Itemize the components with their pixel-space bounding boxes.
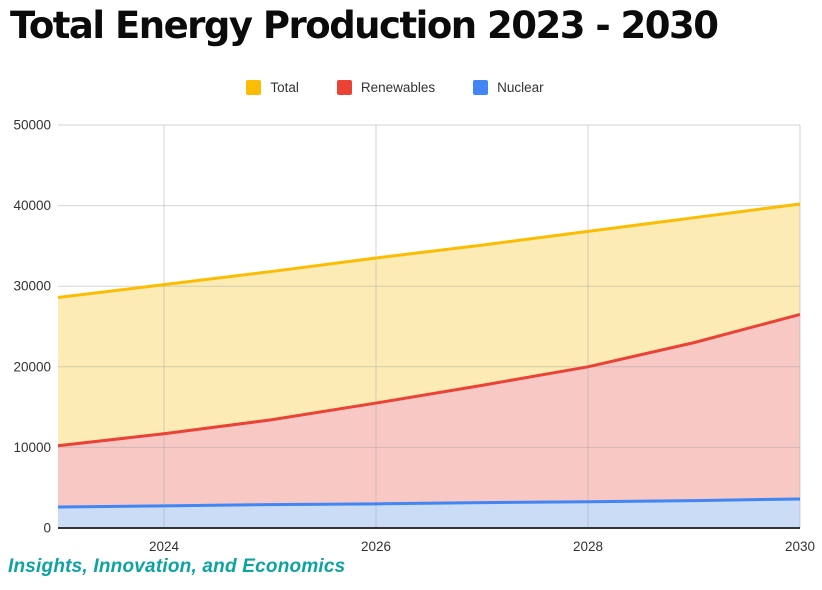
- y-axis-tick-label: 40000: [13, 198, 51, 213]
- legend-item-renewables[interactable]: Renewables: [336, 80, 436, 95]
- x-axis-tick-label: 2030: [785, 539, 815, 554]
- y-axis-tick-label: 20000: [13, 359, 51, 374]
- footer-tagline: Insights, Innovation, and Economics: [8, 556, 346, 577]
- chart-legend: Total Renewables Nuclear: [0, 80, 806, 95]
- legend-label: Nuclear: [497, 80, 544, 95]
- y-axis-tick-label: 30000: [13, 279, 51, 294]
- legend-item-total[interactable]: Total: [246, 80, 299, 95]
- renewables-series-swatch-icon: [336, 80, 352, 95]
- y-axis-tick-label: 10000: [13, 440, 51, 455]
- chart-title: Total Energy Production 2023 - 2030: [10, 4, 719, 47]
- nuclear-series-swatch-icon: [473, 80, 489, 95]
- x-axis-tick-label: 2026: [361, 539, 391, 554]
- legend-label: Total: [270, 80, 299, 95]
- x-axis-tick-label: 2028: [573, 539, 603, 554]
- y-axis-tick-label: 50000: [13, 118, 51, 133]
- area-chart: 0 10000 20000 30000 40000 50000 2024 2026 2028 20…: [13, 118, 815, 555]
- legend-label: Renewables: [360, 80, 436, 95]
- x-axis-tick-label: 2024: [149, 539, 180, 554]
- total-series-swatch-icon: [246, 80, 262, 95]
- legend-item-nuclear[interactable]: Nuclear: [473, 80, 544, 95]
- y-axis-tick-label: 0: [43, 521, 51, 536]
